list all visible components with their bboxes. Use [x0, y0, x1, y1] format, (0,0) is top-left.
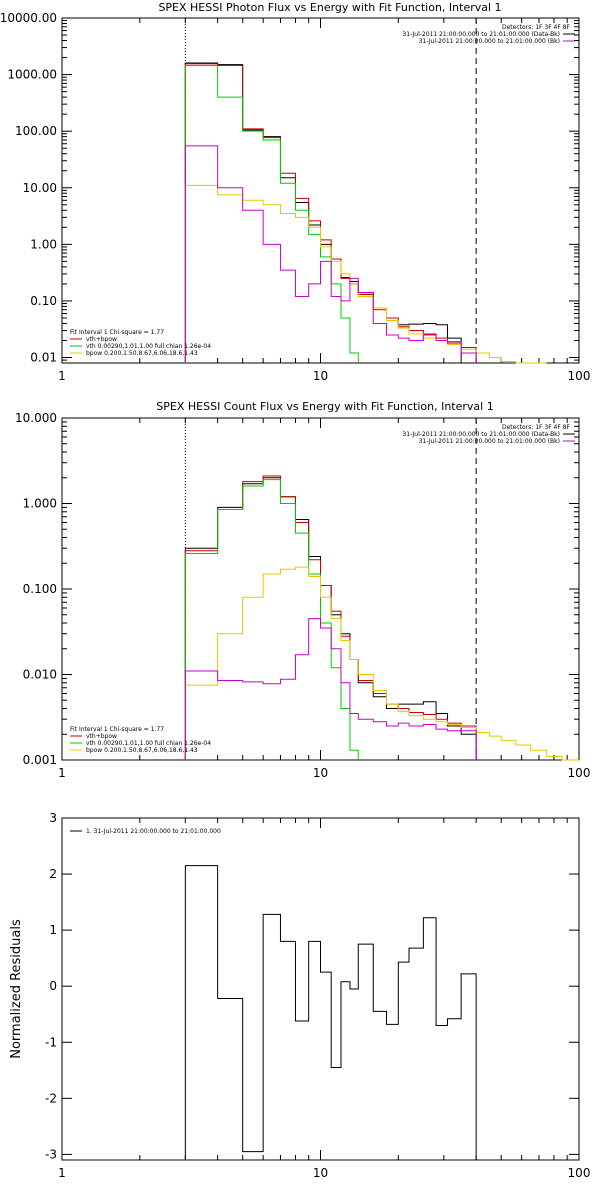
photon-flux-bpow-histogram	[184, 184, 547, 364]
photon-flux-title: SPEX HESSI Photon Flux vs Energy with Fi…	[158, 1, 501, 14]
count-flux-legend-data: 31-Jul-2011 21:00:00.000 to 21:01:00.000…	[402, 431, 560, 438]
photon-flux-x-tick-label: 100	[568, 369, 591, 383]
count-flux-bpow-histogram	[184, 566, 579, 761]
photon-flux-fit-legend: Fit Interval 1 Chi-square = 1.77 vth+bpo…	[70, 329, 211, 357]
photon-flux-legend-bk: 31-Jul-2011 21:00:00.000 to 21:01:00.000…	[419, 38, 560, 45]
photon-flux-y-tick-label: 1000.00	[7, 68, 57, 82]
photon-flux-y-tick-label: 0.01	[30, 351, 57, 365]
count-flux-y-tick-label: 0.001	[23, 753, 57, 767]
photon-flux-fit-total: vth+bpow	[86, 336, 117, 343]
residuals-x-tick-label: 100	[568, 1166, 591, 1180]
residuals-x-tick-label: 10	[313, 1166, 328, 1180]
count-flux-fit-vth: vth 0.00290,1.01,1.00 full chian 1.26e-0…	[86, 740, 211, 747]
residuals-y-axis: -3 -2 -1 0 1 2 3	[45, 811, 579, 1161]
photon-flux-x-tick-label: 10	[313, 369, 328, 383]
count-flux-legend-detectors: Detectors: 1F 3F 4F 8F	[502, 424, 571, 431]
photon-flux-y-tick-label: 100.00	[15, 124, 57, 138]
count-flux-y-axis: 0.001 0.010 0.100 1.000 10.000	[15, 411, 579, 767]
photon-flux-legend: Detectors: 1F 3F 4F 8F 31-Jul-2011 21:00…	[402, 24, 575, 45]
residuals-x-axis: 1 10 100	[58, 818, 590, 1180]
residuals-y-tick-label: 1	[49, 923, 57, 937]
count-flux-legend-bk: 31-Jul-2011 21:00:00.000 to 21:01:00.000…	[419, 438, 560, 445]
photon-flux-x-tick-label: 1	[58, 369, 66, 383]
count-flux-x-tick-label: 1	[58, 766, 66, 780]
photon-flux-energy-markers	[184, 18, 477, 363]
count-flux-x-tick-label: 100	[568, 766, 591, 780]
count-flux-y-tick-label: 0.100	[23, 582, 57, 596]
photon-flux-vth-histogram	[184, 64, 359, 363]
photon-flux-fit-vth: vth 0.00290,1.01,1.00 full chian 1.26e-0…	[86, 343, 211, 350]
residuals-plot-frame	[61, 817, 580, 1161]
residuals-data-histogram	[184, 865, 477, 1160]
count-flux-fit-bpow: bpow 0.200,1.50,8.67,6.06,18.6,1.43	[86, 747, 198, 754]
residuals-panel: Normalized Residuals 1 10 100 -3 -2 -1 0 1 2 3 1…	[9, 811, 590, 1180]
photon-flux-plot-frame	[61, 17, 580, 364]
count-flux-vth-histogram	[184, 479, 359, 760]
count-flux-y-tick-label: 10.000	[15, 411, 57, 425]
count-flux-fit-legend: Fit Interval 1 Chi-square = 1.77 vth+bpo…	[70, 726, 211, 754]
photon-flux-y-tick-label: 10000.00	[0, 11, 57, 25]
residuals-y-tick-label: 0	[49, 979, 57, 993]
count-flux-y-tick-label: 0.010	[23, 668, 57, 682]
count-flux-title: SPEX HESSI Count Flux vs Energy with Fit…	[156, 400, 493, 413]
residuals-series	[184, 865, 477, 1160]
photon-flux-panel: SPEX HESSI Photon Flux vs Energy with Fi…	[0, 1, 590, 383]
residuals-y-tick-label: -1	[45, 1035, 57, 1049]
count-flux-fit-total: vth+bpow	[86, 733, 117, 740]
photon-flux-series	[184, 62, 547, 364]
photon-flux-legend-data: 31-Jul-2011 21:00:00.000 to 21:01:00.000…	[402, 31, 560, 38]
photon-flux-bk-histogram	[184, 145, 477, 363]
photon-flux-y-tick-label: 10.00	[23, 181, 57, 195]
count-flux-series	[184, 475, 579, 761]
residuals-y-tick-label: -3	[45, 1147, 57, 1161]
residuals-legend: 1. 31-Jul-2011 21:00:00.000 to 21:01:00.…	[70, 828, 221, 835]
count-flux-bk-histogram	[184, 618, 477, 760]
residuals-x-tick-label: 1	[58, 1166, 66, 1180]
residuals-y-tick-label: 2	[49, 867, 57, 881]
photon-flux-data-histogram	[184, 62, 462, 363]
count-flux-legend: Detectors: 1F 3F 4F 8F 31-Jul-2011 21:00…	[402, 424, 575, 445]
residuals-y-tick-label: -2	[45, 1091, 57, 1105]
photon-flux-total-histogram	[184, 63, 477, 363]
photon-flux-y-tick-label: 1.00	[30, 237, 57, 251]
residuals-y-axis-label: Normalized Residuals	[9, 919, 24, 1059]
photon-flux-y-tick-label: 0.10	[30, 294, 57, 308]
photon-flux-fit-bpow: bpow 0.200,1.50,8.67,6.06,18.6,1.43	[86, 350, 198, 357]
residuals-y-tick-label: 3	[49, 811, 57, 825]
residuals-legend-interval: 1. 31-Jul-2011 21:00:00.000 to 21:01:00.…	[86, 828, 221, 835]
count-flux-panel: SPEX HESSI Count Flux vs Energy with Fit…	[15, 400, 590, 780]
photon-flux-y-axis: 0.01 0.10 1.00 10.00 100.00 1000.00 10000.00	[0, 11, 579, 365]
photon-flux-legend-detectors: Detectors: 1F 3F 4F 8F	[502, 24, 571, 31]
count-flux-x-tick-label: 10	[313, 766, 328, 780]
photon-flux-fit-interval: Fit Interval 1 Chi-square = 1.77	[70, 329, 164, 336]
count-flux-y-tick-label: 1.000	[23, 497, 57, 511]
count-flux-fit-interval: Fit Interval 1 Chi-square = 1.77	[70, 726, 164, 733]
